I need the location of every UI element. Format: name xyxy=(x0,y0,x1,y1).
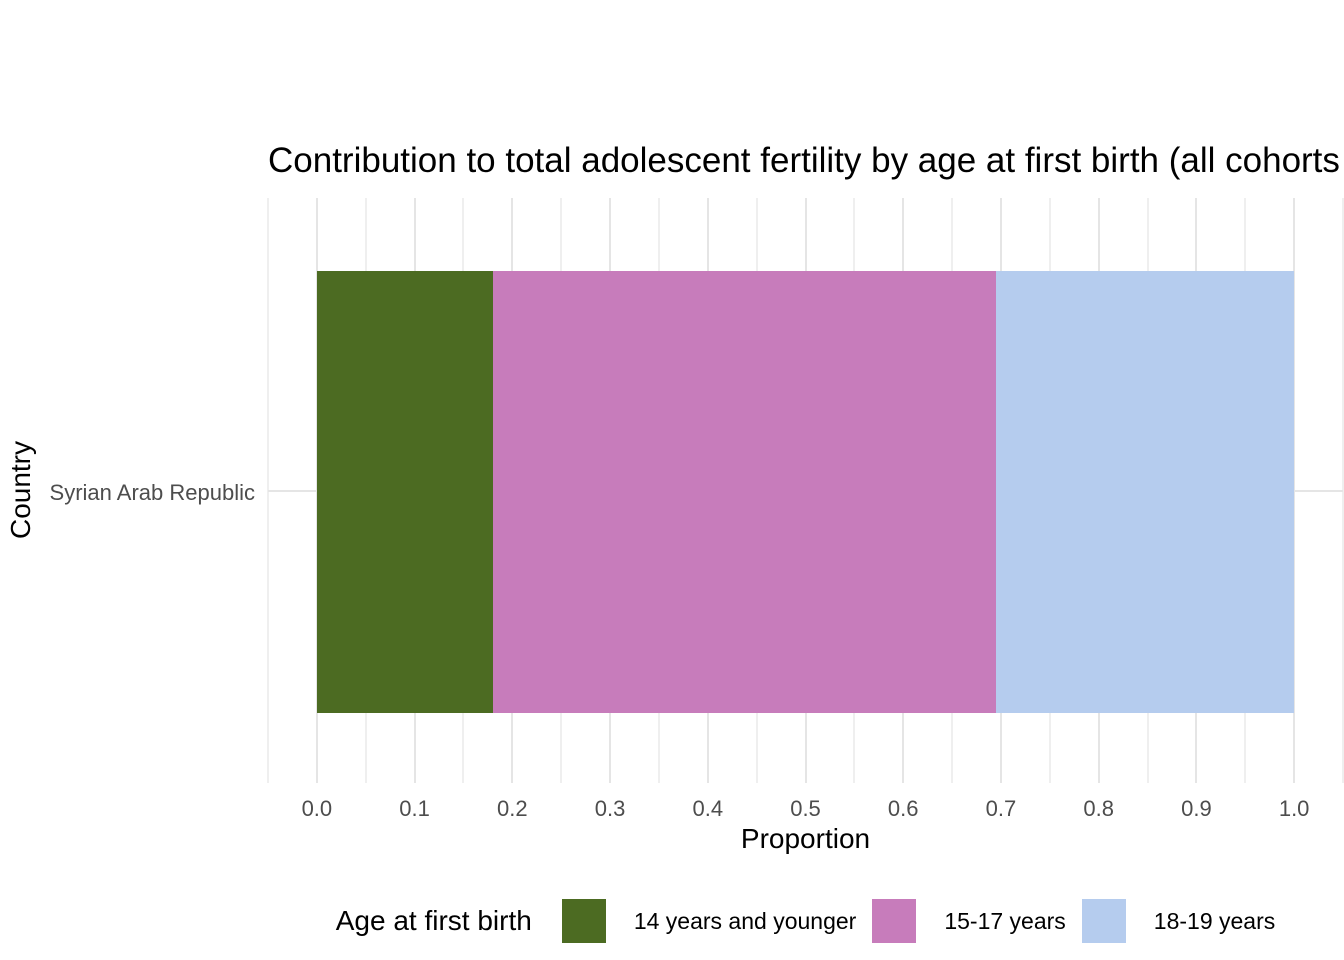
bar-segment-1 xyxy=(492,271,997,713)
legend-item-0: 14 years and younger xyxy=(561,899,857,943)
x-tick-label-1.0: 1.0 xyxy=(1278,796,1310,821)
x-tick-label-0.3: 0.3 xyxy=(594,796,626,821)
legend-key-swatch xyxy=(561,899,606,943)
x-tick-label-0.1: 0.1 xyxy=(399,796,430,821)
legend: Age at first birth 14 years and younger 1… xyxy=(268,899,1343,943)
x-tick-label-0.6: 0.6 xyxy=(887,796,919,821)
legend-title: Age at first birth xyxy=(335,905,532,936)
legend-key-swatch xyxy=(872,899,917,943)
x-tick-label-0.7: 0.7 xyxy=(985,796,1017,821)
x-gridline-minor xyxy=(1342,198,1344,783)
x-tick-label-0.2: 0.2 xyxy=(497,796,528,821)
chart-title: Contribution to total adolescent fertili… xyxy=(268,141,1340,180)
legend-label: 14 years and younger xyxy=(633,907,857,934)
legend-key-swatch xyxy=(1081,899,1126,943)
x-tick-label-0.5: 0.5 xyxy=(790,796,821,821)
x-axis-title: Proportion xyxy=(740,823,871,854)
bar-segment-0 xyxy=(316,271,493,713)
legend-item-2: 18-19 years xyxy=(1081,899,1276,943)
y-tick-label-country: Syrian Arab Republic xyxy=(49,480,255,505)
x-tick-label-0.4: 0.4 xyxy=(692,796,724,821)
x-tick-label-0.9: 0.9 xyxy=(1181,796,1212,821)
bar-segment-2 xyxy=(996,271,1295,713)
plot-panel xyxy=(267,198,1344,783)
legend-item-1: 15-17 years xyxy=(872,899,1066,943)
x-tick-label-0.8: 0.8 xyxy=(1083,796,1114,821)
x-tick-label-0.0: 0.0 xyxy=(301,796,333,821)
legend-label: 15-17 years xyxy=(944,907,1066,934)
legend-label: 18-19 years xyxy=(1153,907,1276,934)
